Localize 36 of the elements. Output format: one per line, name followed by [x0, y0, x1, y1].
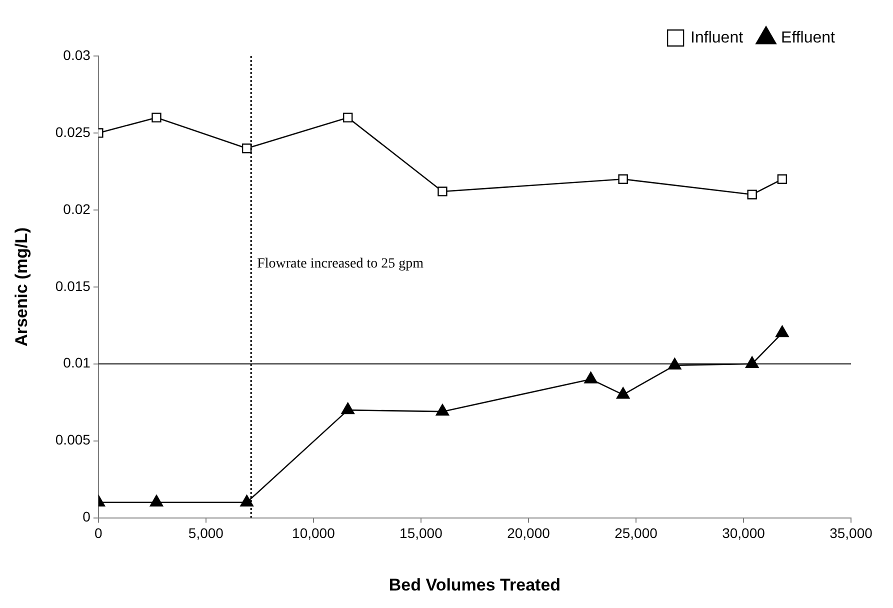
x-tick-label: 0	[94, 525, 103, 542]
y-tick-label: 0.03	[63, 46, 91, 63]
point	[776, 325, 789, 338]
x-tick-label: 35,000	[830, 525, 873, 542]
y-tick-label: 0	[82, 508, 91, 525]
point	[438, 186, 448, 196]
legend-label: Influent	[690, 29, 744, 46]
point	[150, 494, 164, 507]
y-axis-title: Arsenic (mg/L)	[12, 227, 31, 346]
x-tick-label: 15,000	[400, 525, 443, 542]
x-tick-label: 5,000	[188, 525, 224, 542]
x-tick-label: 25,000	[614, 525, 658, 542]
point	[584, 372, 598, 384]
point	[668, 358, 682, 370]
point	[777, 174, 788, 184]
point	[747, 190, 757, 200]
y-tick-label: 0.01	[63, 354, 91, 371]
legend-label: Effluent	[781, 29, 836, 46]
y-tick-label: 0.005	[55, 432, 91, 448]
point	[341, 402, 355, 414]
point	[152, 112, 162, 122]
point	[618, 174, 628, 184]
ref-line-label: Flowrate increased to 25 gpm	[257, 256, 424, 272]
point	[616, 387, 630, 399]
point	[242, 144, 252, 154]
point	[436, 404, 450, 416]
point	[343, 112, 353, 122]
x-tick-label: 20,000	[507, 525, 550, 542]
x-axis-title: Bed Volumes Treated	[388, 575, 561, 594]
y-tick-label: 0.025	[55, 124, 91, 140]
x-tick-label: 30,000	[722, 525, 766, 542]
x-tick-label: 10,000	[292, 525, 336, 542]
point	[745, 356, 759, 368]
y-tick-label: 0.015	[55, 278, 91, 294]
point	[240, 494, 254, 507]
y-tick-label: 0.02	[63, 200, 91, 217]
